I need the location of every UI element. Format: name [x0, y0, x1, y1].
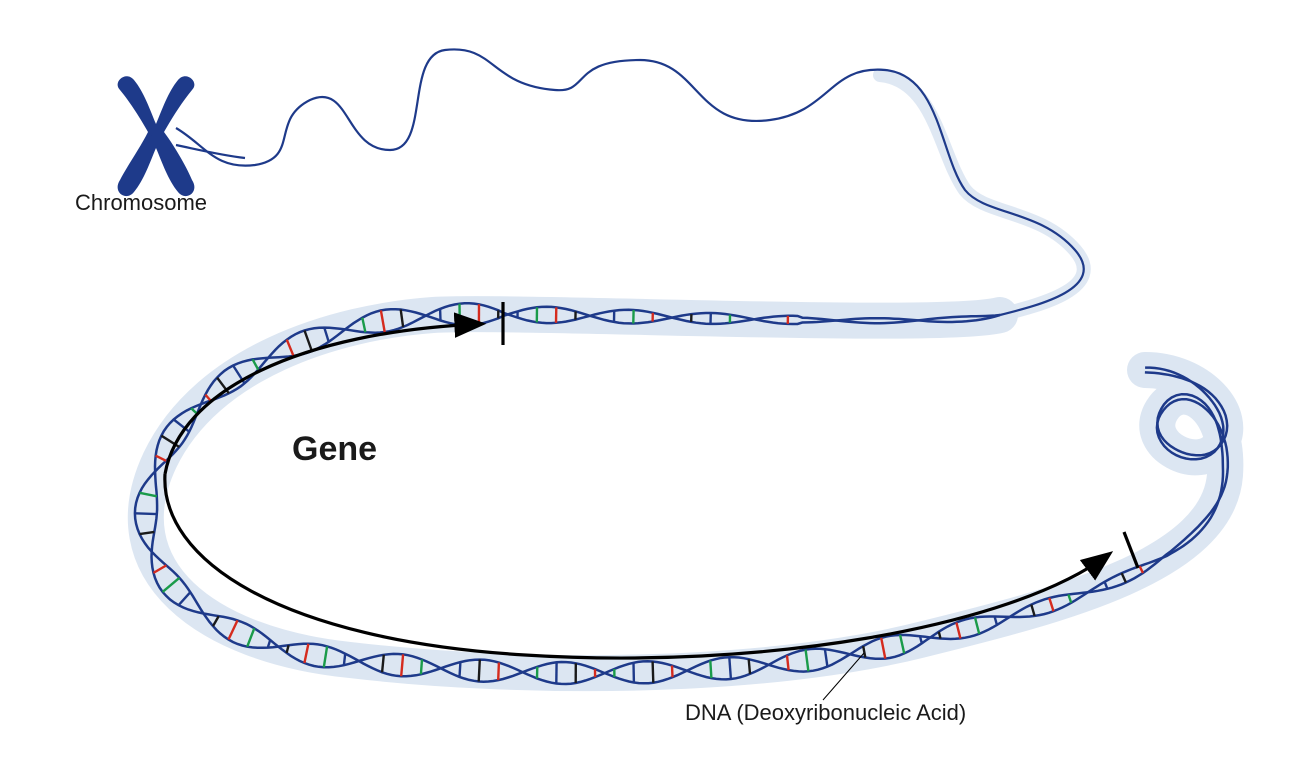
chromosome-label: Chromosome	[75, 190, 207, 216]
chromosome-icon	[118, 76, 195, 196]
unwinding-strand-fork	[176, 145, 245, 158]
dna-label: DNA (Deoxyribonucleic Acid)	[685, 700, 966, 726]
diagram-container: Chromosome Gene DNA (Deoxyribonucleic Ac…	[0, 0, 1294, 774]
dna-halo	[146, 314, 1226, 673]
gene-label: Gene	[292, 430, 377, 469]
diagram-svg	[0, 0, 1294, 774]
unwind-halo	[880, 75, 1084, 315]
unwinding-strand	[176, 49, 1084, 315]
